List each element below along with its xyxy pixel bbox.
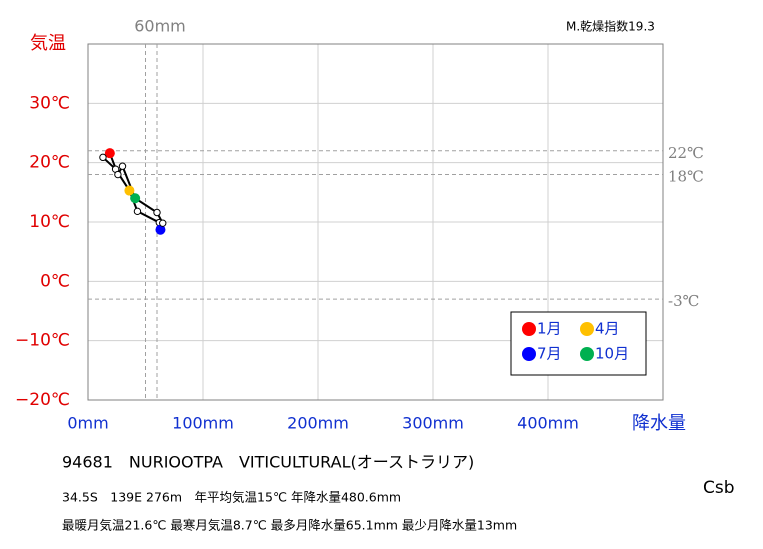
month-marker <box>104 148 115 159</box>
plot-border <box>87 43 664 401</box>
y-tick-label: 30℃ <box>29 93 70 113</box>
index-label: M.乾燥指数19.3 <box>566 19 655 34</box>
month-point <box>99 153 107 162</box>
climate-class: Csb <box>703 478 735 498</box>
reference-label: 22℃ <box>668 144 704 162</box>
month-point <box>133 207 142 216</box>
reference-label: -3℃ <box>668 292 699 310</box>
station-info: 34.5S 139E 276m 年平均気温15℃ 年降水量480.6mm <box>62 490 401 505</box>
legend-label: 7月 <box>537 345 562 363</box>
y-tick-label: −20℃ <box>15 390 70 410</box>
legend-marker <box>580 322 594 336</box>
legend-label: 4月 <box>595 320 620 338</box>
legend-label: 1月 <box>537 320 562 338</box>
station-name: 94681 NURIOOTPA VITICULTURAL(オーストラリア) <box>62 453 474 472</box>
x-tick-label: 200mm <box>287 414 349 433</box>
x-tick-label: 400mm <box>517 414 579 433</box>
y-axis-title: 気温 <box>30 33 66 54</box>
y-tick-label: 0℃ <box>40 271 70 291</box>
legend-label: 10月 <box>595 345 629 363</box>
x-tick-label: 0mm <box>67 414 108 433</box>
x-axis-title: 降水量 <box>632 413 686 434</box>
month-point <box>153 208 161 217</box>
y-tick-label: 10℃ <box>29 212 70 232</box>
legend-box <box>510 311 647 376</box>
month-marker <box>130 193 141 204</box>
month-marker <box>124 185 135 196</box>
reference-label: 18℃ <box>668 168 704 186</box>
legend-marker <box>522 347 536 361</box>
y-tick-label: −10℃ <box>15 331 70 351</box>
station-info: 最暖月気温21.6℃ 最寒月気温8.7℃ 最多月降水量65.1mm 最少月降水量… <box>62 518 517 533</box>
reference-label: 60mm <box>134 17 186 36</box>
y-tick-label: 20℃ <box>29 153 70 173</box>
x-tick-label: 300mm <box>402 414 464 433</box>
legend-marker <box>580 347 594 361</box>
month-marker <box>155 224 166 235</box>
x-tick-label: 100mm <box>172 414 234 433</box>
month-point <box>159 219 167 227</box>
month-point <box>118 162 127 170</box>
legend-marker <box>522 322 536 336</box>
month-point <box>114 170 122 179</box>
